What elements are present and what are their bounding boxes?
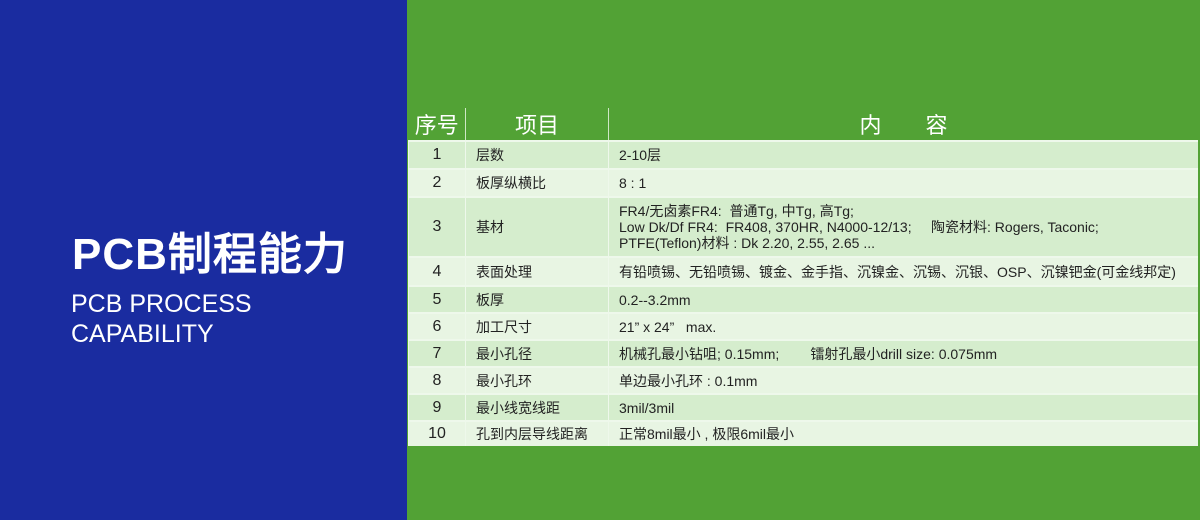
table-row: 4 表面处理 有铅喷锡、无铅喷锡、镀金、金手指、沉镍金、沉锡、沉银、OSP、沉镍钯金… [408,256,1198,286]
content-line: 8 : 1 [619,175,647,191]
table-header: 序号 项目 内 容 [409,108,1198,141]
cell-item: 层数 [465,140,609,169]
cell-content: 有铅喷锡、无铅喷锡、镀金、金手指、沉镍金、沉锡、沉银、OSP、沉镍钯金(可金线邦… [608,256,1198,286]
cell-no: 8 [408,366,466,394]
content-line: 有铅喷锡、无铅喷锡、镀金、金手指、沉镍金、沉锡、沉银、OSP、沉镍钯金(可金线邦… [619,263,1176,280]
cell-no: 4 [408,256,466,286]
cell-content: 2-10层 [608,140,1198,169]
cell-content: 8 : 1 [608,168,1198,197]
left-panel: PCB制程能力 PCB PROCESS CAPABILITY [0,0,407,520]
content-line: 正常8mil最小 , 极限6mil最小 [619,426,795,442]
cell-content: 21” x 24” max. [608,312,1198,340]
cell-no: 3 [408,196,466,257]
subtitle-line: CAPABILITY [71,320,214,348]
capability-table: 序号 项目 内 容 1 层数 2-10层 2 板厚纵横比 8 : 1 3 基材 FR4/无卤素F… [408,108,1198,446]
content-line: PTFE(Teflon)材料 : Dk 2.20, 2.55, 2.65 ... [619,235,875,251]
cell-no: 1 [408,140,466,169]
cell-content: FR4/无卤素FR4: 普通Tg, 中Tg, 高Tg; Low Dk/Df FR4… [608,196,1198,257]
content-line: 21” x 24” max. [619,318,717,335]
content-line: 2-10层 [619,147,662,163]
cell-content: 正常8mil最小 , 极限6mil最小 [608,420,1198,446]
cell-item: 最小孔环 [465,366,609,394]
content-line: 3mil/3mil [619,399,675,416]
cell-item: 基材 [465,196,609,257]
header-no: 序号 [414,113,459,138]
cell-item: 最小孔径 [465,339,609,367]
cell-item: 加工尺寸 [465,312,609,340]
table-row: 2 板厚纵横比 8 : 1 [408,168,1198,197]
cell-no: 7 [408,339,466,367]
page-title: PCB制程能力 [72,230,348,279]
content-line: 0.2--3.2mm [619,291,691,308]
cell-no: 5 [408,285,466,313]
cell-no: 2 [408,168,466,197]
header-content: 内 容 [608,108,1198,141]
cell-no: 9 [408,393,466,421]
page-subtitle: PCB PROCESS CAPABILITY [71,289,252,349]
cell-item: 最小线宽线距 [465,393,609,421]
table-row: 9 最小线宽线距 3mil/3mil [408,393,1198,421]
cell-content: 机械孔最小钻咀; 0.15mm; 镭射孔最小drill size: 0.075m… [608,339,1198,367]
cell-item: 表面处理 [465,256,609,286]
cell-item: 孔到内层导线距离 [465,420,609,446]
cell-item: 板厚纵横比 [465,168,609,197]
content-line: 单边最小孔环 : 0.1mm [619,372,758,389]
table-row: 6 加工尺寸 21” x 24” max. [408,312,1198,340]
table-row: 8 最小孔环 单边最小孔环 : 0.1mm [408,366,1198,394]
cell-no: 10 [408,420,466,446]
content-line: FR4/无卤素FR4: 普通Tg, 中Tg, 高Tg; [619,203,854,219]
right-panel: 序号 项目 内 容 1 层数 2-10层 2 板厚纵横比 8 : 1 3 基材 FR4/无卤素F… [407,0,1200,520]
content-line: Low Dk/Df FR4: FR408, 370HR, N4000-12/13… [619,219,1099,235]
table-row: 7 最小孔径 机械孔最小钻咀; 0.15mm; 镭射孔最小drill size: 0… [408,339,1198,367]
cell-content: 3mil/3mil [608,393,1198,421]
cell-content: 0.2--3.2mm [608,285,1198,313]
cell-content: 单边最小孔环 : 0.1mm [608,366,1198,394]
cell-item: 板厚 [465,285,609,313]
content-line: 机械孔最小钻咀; 0.15mm; 镭射孔最小drill size: 0.075m… [619,345,998,362]
header-item: 项目 [465,108,609,141]
table-row: 10 孔到内层导线距离 正常8mil最小 , 极限6mil最小 [408,420,1198,446]
table-row: 1 层数 2-10层 [408,140,1198,169]
cell-no: 6 [408,312,466,340]
subtitle-line: PCB PROCESS [71,290,252,318]
table-row: 3 基材 FR4/无卤素FR4: 普通Tg, 中Tg, 高Tg; Low Dk/Df … [408,196,1198,257]
table-row: 5 板厚 0.2--3.2mm [408,285,1198,313]
